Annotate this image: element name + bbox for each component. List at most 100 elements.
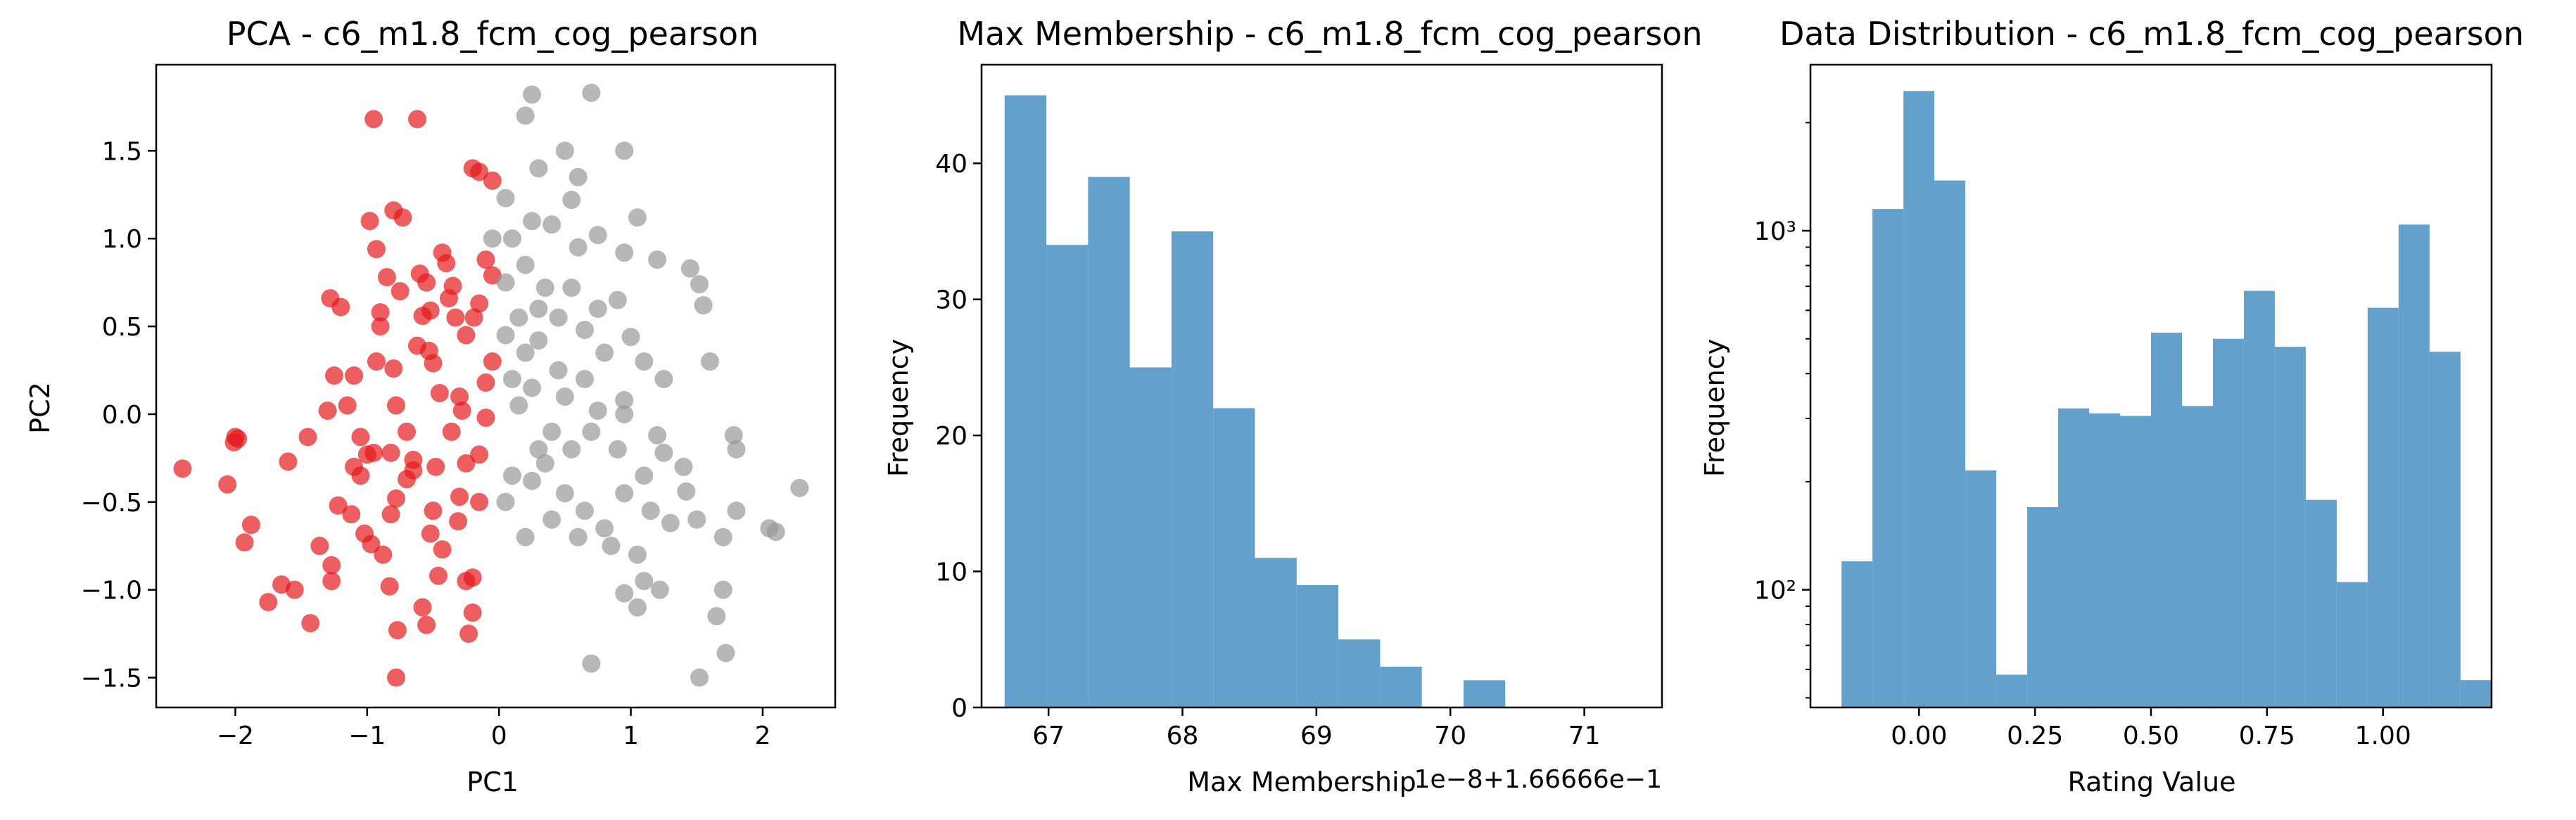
rating-bar — [2274, 347, 2306, 707]
cluster-a-point — [387, 396, 406, 415]
cluster-b-point — [713, 580, 732, 599]
rating-bar — [2212, 338, 2244, 707]
cluster-b-point — [575, 501, 594, 520]
cluster-b-point — [694, 296, 713, 315]
cluster-a-point — [449, 512, 468, 531]
rating-bar — [2336, 582, 2368, 707]
cluster-b-point — [516, 255, 535, 274]
cluster-a-point — [324, 366, 343, 385]
cluster-a-point — [360, 212, 379, 231]
cluster-b-point — [621, 328, 640, 347]
pca-y-tick-label: −0.5 — [81, 489, 142, 518]
pca-x-tick-label: −2 — [217, 722, 254, 750]
membership-bar — [1296, 584, 1339, 707]
pca-frame — [155, 63, 837, 709]
cluster-b-point — [602, 537, 621, 556]
pca-y-label: PC2 — [25, 382, 56, 434]
rating-bars — [1841, 91, 2492, 708]
cluster-b-point — [716, 643, 735, 662]
cluster-a-point — [381, 505, 400, 524]
cluster-a-point — [380, 577, 399, 596]
cluster-a-point — [351, 428, 370, 447]
cluster-b-point — [529, 440, 548, 459]
rating-x-tick-label: 1.00 — [2355, 722, 2411, 750]
cluster-a-point — [342, 505, 361, 524]
membership-x-label: Max Membership — [1187, 767, 1416, 797]
cluster-b-point — [562, 278, 581, 297]
cluster-a-point — [464, 308, 483, 327]
rating-bar — [1872, 209, 1904, 707]
cluster-b-point — [549, 308, 568, 327]
membership-bar — [1004, 95, 1047, 707]
cluster-a-point — [318, 401, 337, 420]
cluster-b-point — [615, 390, 634, 409]
cluster-a-point — [310, 537, 329, 556]
membership-y-label: Frequency — [883, 339, 914, 477]
cluster-b-point — [595, 343, 614, 362]
cluster-a-point — [279, 452, 298, 471]
rating-bar — [2058, 408, 2090, 707]
cluster-b-point — [523, 471, 542, 490]
membership-bars — [1004, 95, 1506, 708]
membership-bar — [1463, 680, 1506, 707]
membership-x-tick-label: 67 — [1032, 722, 1065, 750]
rating-bar — [1934, 180, 1966, 707]
cluster-a-point — [446, 308, 465, 327]
rating-bar — [2243, 290, 2275, 707]
cluster-b-point — [687, 510, 706, 529]
cluster-a-point — [408, 110, 427, 129]
pca-x-tick-label: −1 — [348, 722, 386, 750]
pca-y-tick-label: 1.0 — [102, 225, 142, 254]
cluster-a-point — [235, 533, 254, 552]
cluster-a-point — [424, 354, 443, 373]
cluster-b-point — [690, 275, 709, 294]
cluster-b-point — [608, 440, 627, 459]
cluster-b-point — [535, 454, 554, 473]
cluster-a-point — [417, 615, 436, 634]
cluster-b-point — [569, 167, 588, 186]
cluster-a-point — [393, 208, 412, 227]
cluster-a-point — [351, 466, 370, 485]
cluster-b-point — [635, 352, 654, 371]
membership-x-tick-label: 69 — [1300, 722, 1333, 750]
cluster-a-point — [322, 556, 341, 575]
cluster-b-point — [543, 510, 561, 529]
rating-y-tick-label: 10² — [1754, 577, 1796, 606]
cluster-b-point — [516, 343, 535, 362]
cluster-b-point — [615, 243, 634, 262]
pca-y-tick-label: 0.5 — [102, 313, 142, 342]
rating-bar — [2305, 499, 2337, 707]
cluster-b-point — [529, 300, 548, 319]
membership-axes: 67 68 69 70 71 0 10 20 30 40 — [935, 63, 1663, 750]
cluster-a-point — [426, 457, 445, 476]
cluster-a-point — [443, 276, 462, 295]
cluster-a-point — [421, 301, 440, 320]
cluster-a-point — [404, 450, 423, 469]
rating-bar — [2089, 413, 2121, 707]
cluster-b-point — [543, 215, 561, 234]
cluster-b-point — [509, 396, 528, 415]
membership-bar — [1380, 666, 1422, 707]
membership-x-tick-label: 70 — [1434, 722, 1466, 750]
cluster-b-point — [582, 422, 601, 441]
cluster-a-point — [367, 240, 386, 259]
rating-x-tick-label: 0.75 — [2239, 722, 2295, 750]
cluster-b-point — [496, 492, 515, 511]
cluster-a-point — [388, 621, 407, 640]
cluster-a-point — [301, 614, 320, 633]
cluster-b-point — [549, 361, 568, 380]
cluster-b-point — [628, 545, 647, 564]
cluster-a-point — [229, 429, 248, 448]
cluster-a-point — [457, 326, 476, 345]
cluster-a-point — [391, 282, 410, 301]
cluster-b-point — [582, 83, 601, 102]
membership-y-tick-label: 0 — [951, 694, 967, 723]
cluster-b-point — [523, 85, 542, 104]
cluster-a-point — [338, 396, 357, 415]
cluster-a-point — [457, 454, 476, 473]
cluster-b-point — [648, 425, 667, 444]
rating-x-tick-label: 0.00 — [1891, 722, 1947, 750]
cluster-b-point — [680, 259, 699, 278]
pca-axes: −2 −1 0 1 2 −1.5 −1.0 −0.5 0.0 0.5 1.0 1.5 — [81, 63, 837, 750]
cluster-b-point — [516, 527, 535, 546]
